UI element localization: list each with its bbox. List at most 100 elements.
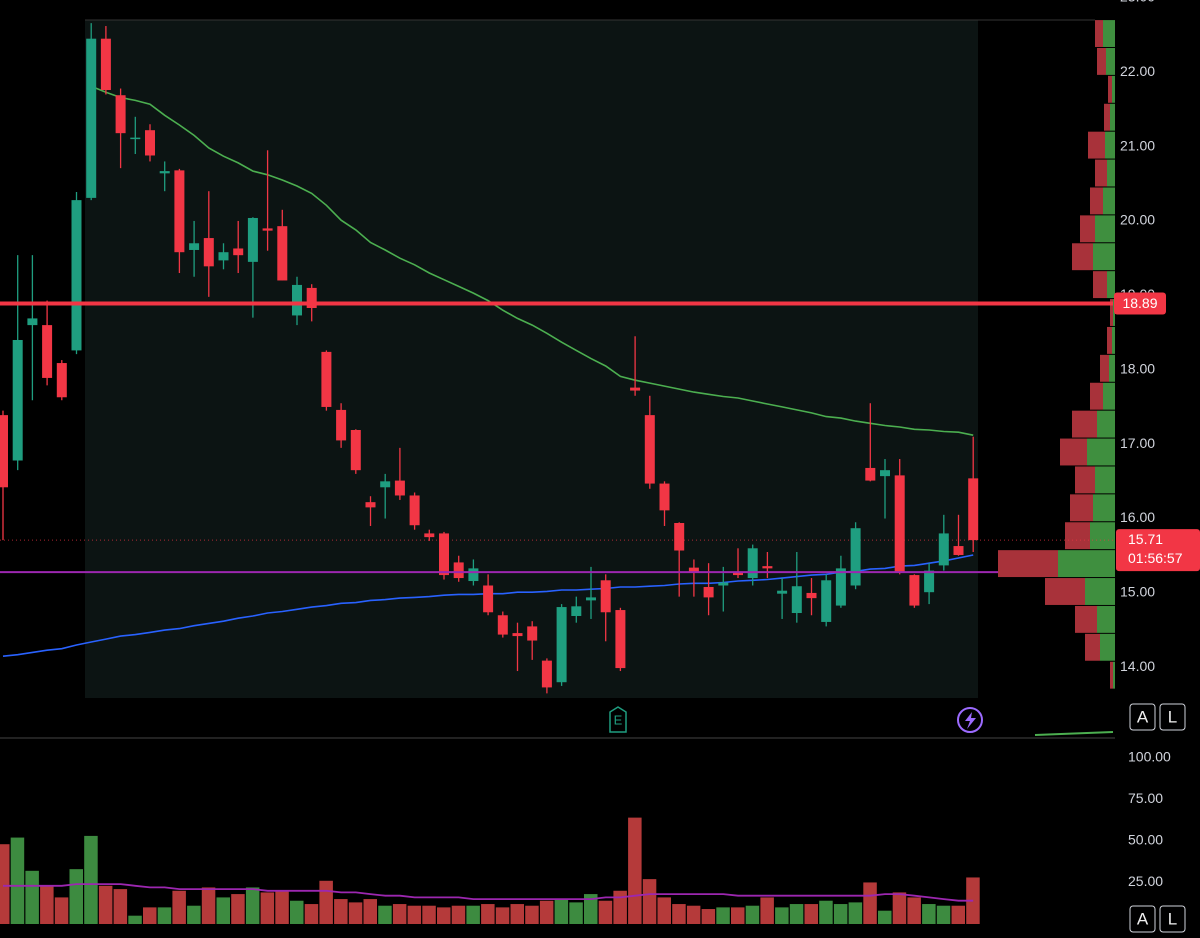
volume-bar	[407, 905, 422, 924]
volume-bar	[525, 905, 539, 924]
profile-up	[1103, 187, 1115, 215]
profile-down	[1065, 522, 1090, 550]
profile-up	[1100, 633, 1115, 661]
profile-up	[1109, 354, 1115, 382]
candle-body	[850, 528, 861, 586]
candle-body	[424, 533, 435, 538]
profile-down	[1085, 633, 1100, 661]
volume-bar	[892, 892, 907, 924]
y-tick-label: 21.00	[1120, 137, 1155, 153]
candle-body	[247, 217, 258, 262]
candle-body	[630, 387, 641, 391]
volume-bar	[0, 844, 10, 924]
profile-down	[1100, 354, 1109, 382]
volume-bar	[922, 904, 936, 924]
candle-body	[762, 566, 773, 569]
volume-bar	[216, 897, 230, 924]
candle-body	[615, 610, 626, 669]
profile-up	[1105, 131, 1115, 159]
candle-body	[12, 339, 23, 461]
candle-body	[865, 467, 876, 481]
volume-bar	[716, 907, 730, 924]
assistant-icon[interactable]	[957, 707, 983, 733]
candle-body	[468, 568, 479, 582]
log-button[interactable]	[1159, 703, 1186, 731]
profile-up	[1058, 550, 1115, 578]
volume-scale-buttons: A L	[1129, 905, 1186, 933]
volume-bar	[437, 907, 451, 924]
profile-up	[1107, 271, 1115, 299]
profile-up	[1095, 215, 1115, 243]
candle-body	[894, 475, 905, 573]
volume-bar	[804, 904, 818, 924]
candle-body	[292, 284, 302, 316]
log-label: L	[1168, 909, 1177, 928]
candle-body	[571, 606, 582, 616]
y-tick-label: 25.00	[1128, 873, 1163, 889]
candle-body	[497, 615, 508, 635]
volume-average	[3, 883, 974, 902]
log-button[interactable]	[1159, 905, 1186, 933]
profile-down	[1070, 494, 1093, 522]
candle-body	[56, 363, 67, 398]
candle-body	[27, 318, 38, 326]
candle-body	[86, 38, 97, 198]
volume-bar	[363, 899, 377, 924]
earnings-marker[interactable]: E	[609, 706, 627, 733]
candle-body	[644, 415, 655, 484]
volume-bar	[69, 869, 83, 924]
volume-bar	[657, 897, 671, 924]
volume-bar	[775, 907, 789, 924]
volume-bar	[25, 870, 39, 924]
candle-body	[747, 548, 758, 579]
volume-bar	[128, 915, 142, 924]
candle-body	[733, 572, 743, 576]
profile-down	[1090, 187, 1103, 215]
profile-up	[1103, 20, 1115, 47]
volume-bar	[510, 904, 524, 924]
profile-down	[1088, 131, 1105, 159]
candle-body	[674, 522, 685, 551]
candle-body	[527, 626, 538, 641]
profile-down	[998, 550, 1058, 578]
volume-bar	[833, 904, 848, 924]
volume-bar	[628, 817, 642, 924]
volume-bar	[495, 907, 510, 924]
candle-body	[791, 586, 802, 614]
auto-label: A	[1137, 909, 1149, 928]
profile-up	[1113, 299, 1115, 326]
y-tick-label: 18.00	[1120, 360, 1155, 376]
volume-bar	[598, 900, 613, 924]
auto-button[interactable]	[1129, 703, 1156, 731]
volume-bar	[760, 897, 774, 924]
volume-bar	[539, 900, 554, 924]
volume-bar	[40, 885, 54, 924]
auto-button[interactable]	[1129, 905, 1156, 933]
volume-bar	[848, 902, 863, 924]
volume-bar	[245, 887, 260, 924]
assistant-bolt	[965, 712, 976, 729]
volume-bar	[231, 894, 245, 924]
candle-body	[159, 171, 170, 174]
y-tick-label: 23.00	[1120, 0, 1155, 4]
volume-bar	[907, 897, 921, 924]
volume-bar	[554, 899, 569, 924]
profile-up	[1107, 159, 1115, 187]
profile-up	[1090, 522, 1115, 550]
earnings-icon	[609, 706, 627, 733]
y-tick-label: 50.00	[1128, 832, 1163, 848]
profile-down	[1075, 466, 1095, 494]
y-tick-label: 17.00	[1120, 435, 1155, 451]
y-tick-label: 20.00	[1120, 212, 1155, 228]
candle-body	[835, 568, 846, 606]
profile-up	[1110, 103, 1115, 131]
profile-down	[1110, 661, 1113, 689]
volume-bar	[157, 907, 172, 924]
volume-bar	[143, 907, 157, 924]
mini-indicator	[1034, 731, 1114, 736]
candle-body	[306, 287, 317, 308]
candle-body	[968, 478, 979, 541]
profile-down	[1095, 20, 1103, 47]
candle-body	[880, 470, 890, 477]
candle-body	[380, 481, 391, 488]
